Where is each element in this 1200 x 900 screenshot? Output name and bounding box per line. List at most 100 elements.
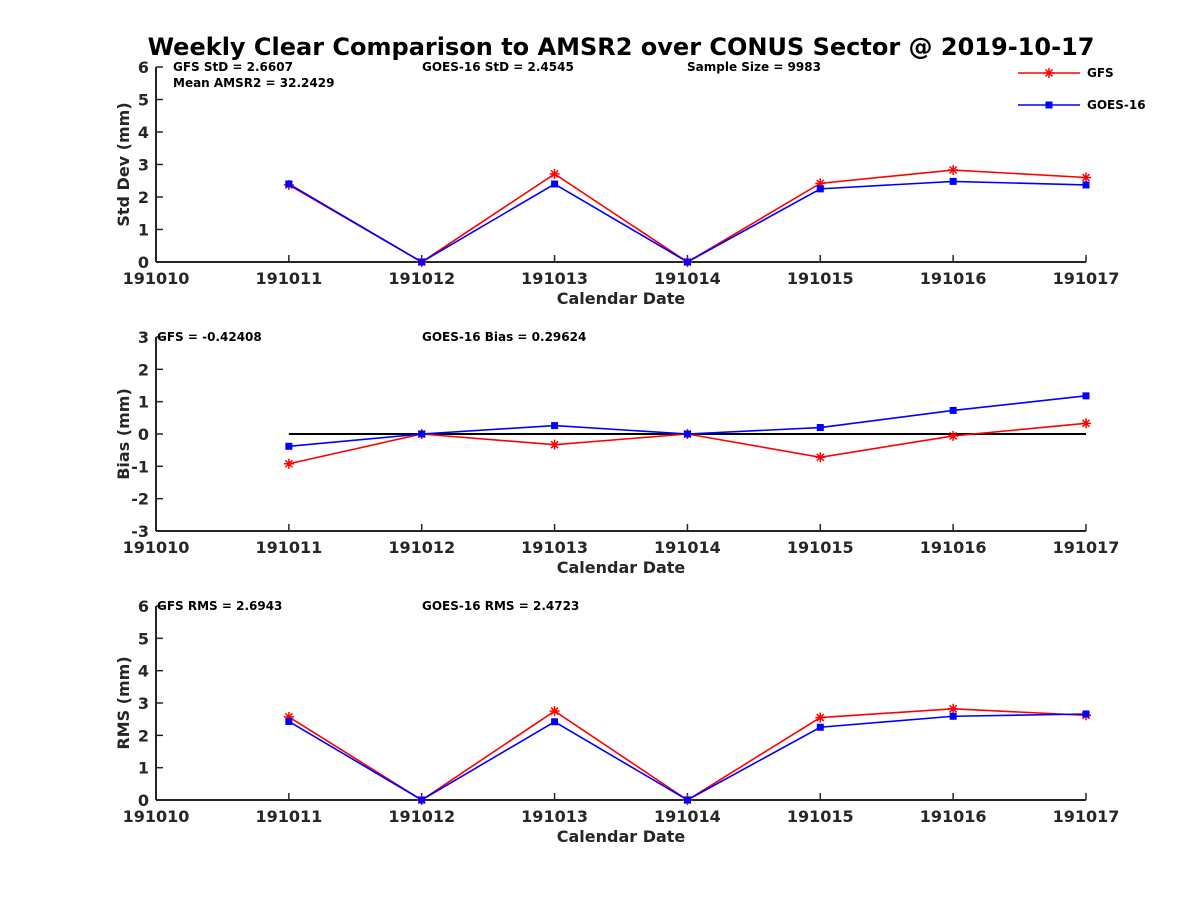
data-point-goes16	[285, 180, 293, 188]
data-point-gfs	[549, 168, 560, 179]
x-tick-label: 191010	[123, 538, 190, 557]
x-tick-label: 191014	[654, 269, 721, 288]
data-point-goes16	[683, 258, 691, 266]
data-point-gfs	[948, 703, 959, 714]
data-point-goes16	[551, 180, 559, 188]
y-tick-label: 1	[138, 759, 149, 778]
data-point-gfs	[815, 712, 826, 723]
y-tick-label: 0	[138, 425, 149, 444]
y-tick-label: 4	[138, 123, 149, 142]
data-point-goes16	[949, 177, 957, 185]
x-tick-label: 191016	[920, 269, 987, 288]
x-tick-label: 191013	[521, 807, 588, 826]
y-tick-label: 2	[138, 188, 149, 207]
data-point-gfs-stroke-3	[550, 440, 559, 449]
legend-marker-gfs	[1044, 68, 1054, 78]
data-point-goes16	[418, 258, 426, 266]
y-tick-label: 6	[138, 58, 149, 77]
data-point-gfs-stroke-3	[949, 165, 958, 175]
legend-label-gfs: GFS	[1087, 66, 1114, 80]
stats-annotation: GFS = -0.42408	[157, 330, 262, 344]
x-tick-label: 191014	[654, 807, 721, 826]
x-tick-label: 191011	[255, 538, 322, 557]
data-point-gfs-stroke-3	[816, 453, 825, 462]
x-tick-label: 191011	[255, 269, 322, 288]
legend-marker-gfs-shape-stroke-3	[1044, 68, 1054, 78]
data-point-goes16	[418, 796, 426, 804]
data-point-gfs-stroke-3	[816, 713, 825, 722]
data-point-goes16	[418, 430, 426, 438]
x-tick-label: 191012	[388, 269, 455, 288]
legend: GFS GOES-16	[1018, 66, 1146, 112]
y-tick-label: 5	[138, 629, 149, 648]
x-axis-label: Calendar Date	[557, 558, 686, 577]
bias-panel: -3 -2 -1 0 1 2 3 191010 191011 191012 191013 191014…	[114, 328, 1119, 577]
std-dev-panel: 0 1 2 3 4 5 6 191010 191011 191012 191013 191014 191…	[114, 58, 1119, 308]
y-tick-label: 6	[138, 597, 149, 616]
y-tick-label: 4	[138, 662, 149, 681]
y-tick-label: 1	[138, 393, 149, 412]
stats-annotation: GOES-16 RMS = 2.4723	[422, 599, 579, 613]
x-axis-label: Calendar Date	[557, 827, 686, 846]
y-tick-label: 3	[138, 156, 149, 175]
data-point-goes16	[949, 406, 957, 414]
y-axis-label: Std Dev (mm)	[114, 102, 133, 226]
data-point-gfs	[948, 165, 959, 176]
y-tick-label: -3	[131, 522, 149, 541]
data-point-gfs-stroke-3	[949, 704, 958, 713]
data-point-gfs	[549, 706, 560, 717]
y-tick-label: 1	[138, 221, 149, 240]
x-tick-label: 191015	[787, 269, 854, 288]
data-point-gfs	[948, 430, 959, 441]
data-point-goes16	[816, 723, 824, 731]
y-tick-label: 5	[138, 91, 149, 110]
stats-annotation: GOES-16 Bias = 0.29624	[422, 330, 586, 344]
data-point-gfs-stroke-3	[284, 459, 293, 468]
x-tick-label: 191011	[255, 807, 322, 826]
x-tick-label: 191010	[123, 269, 190, 288]
legend-marker-gfs-shape	[1044, 68, 1054, 78]
x-tick-label: 191017	[1053, 538, 1120, 557]
legend-marker-goes16-shape	[1045, 101, 1053, 109]
data-point-goes16	[949, 712, 957, 720]
legend-marker-goes16	[1045, 101, 1053, 109]
data-point-goes16	[683, 430, 691, 438]
x-tick-label: 191016	[920, 807, 987, 826]
x-tick-label: 191010	[123, 807, 190, 826]
y-tick-label: -2	[131, 490, 149, 509]
y-tick-label: 0	[138, 253, 149, 272]
data-point-gfs	[283, 458, 294, 469]
stats-annotation: Mean AMSR2 = 32.2429	[173, 76, 334, 90]
y-axis-label: Bias (mm)	[114, 388, 133, 480]
y-tick-label: 3	[138, 328, 149, 347]
legend-label-goes16: GOES-16	[1087, 98, 1146, 112]
data-point-goes16	[1082, 392, 1090, 400]
data-point-gfs-stroke-3	[550, 707, 559, 716]
x-tick-label: 191013	[521, 269, 588, 288]
chart-title: Weekly Clear Comparison to AMSR2 over CO…	[148, 33, 1095, 61]
y-tick-label: 0	[138, 791, 149, 810]
x-tick-label: 191017	[1053, 269, 1120, 288]
data-point-gfs	[1081, 172, 1091, 183]
x-tick-label: 191014	[654, 538, 721, 557]
data-point-gfs	[549, 439, 560, 450]
data-point-gfs	[1081, 418, 1091, 429]
data-point-goes16	[285, 442, 293, 450]
y-axis-label: RMS (mm)	[114, 656, 133, 749]
data-point-gfs-stroke-3	[949, 431, 958, 440]
x-tick-label: 191012	[388, 807, 455, 826]
data-point-goes16	[551, 422, 559, 430]
x-tick-label: 191012	[388, 538, 455, 557]
data-point-gfs-stroke-3	[1081, 419, 1091, 428]
data-point-goes16	[816, 185, 824, 193]
data-point-gfs-stroke-3	[1081, 173, 1091, 182]
stats-annotation: Sample Size = 9983	[687, 60, 821, 74]
x-tick-label: 191015	[787, 538, 854, 557]
stats-annotation: GOES-16 StD = 2.4545	[422, 60, 574, 74]
y-tick-label: 3	[138, 694, 149, 713]
data-point-gfs-stroke-3	[550, 169, 559, 178]
y-tick-label: 2	[138, 726, 149, 745]
x-tick-label: 191017	[1053, 807, 1120, 826]
data-point-goes16	[816, 424, 824, 432]
